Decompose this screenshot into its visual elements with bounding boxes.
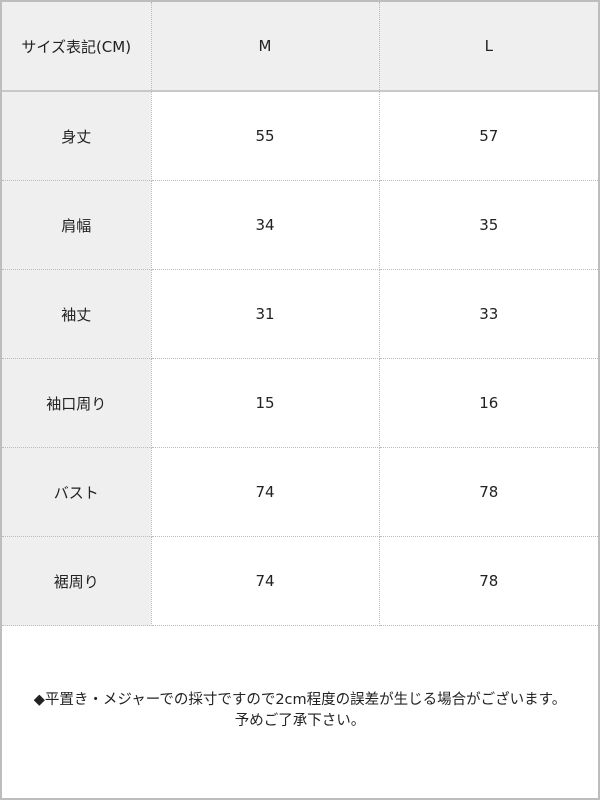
cell-m: 74 — [151, 447, 380, 537]
cell-l: 78 — [379, 447, 598, 537]
cell-l: 78 — [379, 536, 598, 626]
cell-l: 16 — [379, 358, 598, 448]
note-line-2: 予めご了承下さい。 — [234, 713, 366, 729]
row-label: 袖丈 — [2, 269, 152, 359]
cell-m: 31 — [151, 269, 380, 359]
table-row: 袖丈 31 33 — [2, 269, 598, 359]
row-label: 肩幅 — [2, 180, 152, 270]
row-label: 裾周り — [2, 536, 152, 626]
cell-l: 57 — [379, 91, 598, 181]
table-row: 身丈 55 57 — [2, 91, 598, 181]
size-table: サイズ表記(CM) M L 身丈 55 57 肩幅 34 35 袖丈 31 33… — [2, 2, 598, 626]
measurement-note: ◆平置き・メジャーでの採寸ですので2cm程度の誤差が生じる場合がございます。 予… — [2, 690, 598, 732]
cell-m: 55 — [151, 91, 380, 181]
cell-m: 34 — [151, 180, 380, 270]
row-label: 袖口周り — [2, 358, 152, 448]
table-header-row: サイズ表記(CM) M L — [2, 2, 598, 92]
table-row: バスト 74 78 — [2, 447, 598, 537]
cell-m: 74 — [151, 536, 380, 626]
cell-l: 35 — [379, 180, 598, 270]
cell-m: 15 — [151, 358, 380, 448]
header-size-l: L — [379, 2, 598, 92]
table-row: 裾周り 74 78 — [2, 536, 598, 626]
table-row: 袖口周り 15 16 — [2, 358, 598, 448]
table-row: 肩幅 34 35 — [2, 180, 598, 270]
header-size-label: サイズ表記(CM) — [2, 2, 152, 92]
row-label: バスト — [2, 447, 152, 537]
header-size-m: M — [151, 2, 380, 92]
note-line-1: ◆平置き・メジャーでの採寸ですので2cm程度の誤差が生じる場合がございます。 — [33, 692, 567, 708]
row-label: 身丈 — [2, 91, 152, 181]
cell-l: 33 — [379, 269, 598, 359]
